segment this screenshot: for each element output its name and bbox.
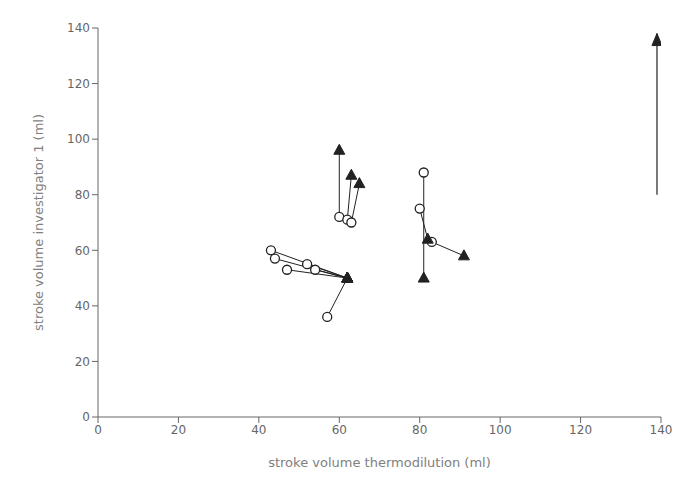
svg-text:60: 60 (332, 423, 347, 437)
svg-text:0: 0 (82, 410, 90, 424)
svg-text:120: 120 (67, 77, 90, 91)
svg-text:120: 120 (569, 423, 592, 437)
svg-text:80: 80 (75, 188, 90, 202)
svg-text:40: 40 (251, 423, 266, 437)
svg-text:100: 100 (67, 132, 90, 146)
svg-text:40: 40 (75, 299, 90, 313)
svg-text:20: 20 (171, 423, 186, 437)
svg-text:stroke volume investigator 1 (: stroke volume investigator 1 (ml) (31, 114, 46, 331)
svg-text:80: 80 (412, 423, 427, 437)
svg-text:0: 0 (94, 423, 102, 437)
svg-text:140: 140 (67, 21, 90, 35)
svg-text:100: 100 (489, 423, 512, 437)
svg-text:60: 60 (75, 244, 90, 258)
svg-text:20: 20 (75, 355, 90, 369)
svg-text:140: 140 (650, 423, 673, 437)
svg-text:stroke volume thermodilution (: stroke volume thermodilution (ml) (268, 455, 491, 470)
